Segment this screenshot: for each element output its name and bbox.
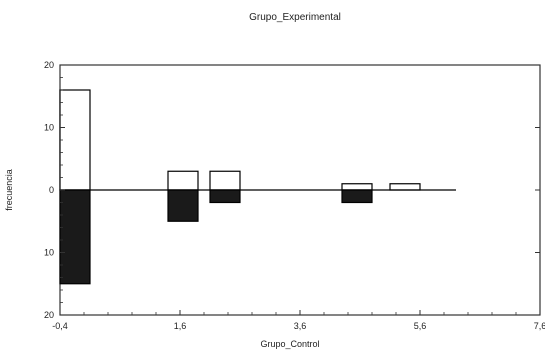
x-axis: -0,4 1,6 3,6 5,6 7,6 bbox=[52, 310, 545, 331]
x-tick-label: 1,6 bbox=[174, 321, 187, 331]
bar-up-2 bbox=[209, 170, 241, 191]
bar-down-1 bbox=[167, 189, 199, 222]
bar-down-2 bbox=[209, 189, 241, 204]
bar-up-0 bbox=[59, 89, 91, 191]
x-tick-label: 5,6 bbox=[414, 321, 427, 331]
chart-title: Grupo_Experimental bbox=[249, 12, 341, 23]
bar-up-4 bbox=[389, 183, 421, 191]
y-axis-title: frecuencia bbox=[4, 169, 14, 211]
x-axis-title: Grupo_Control bbox=[260, 339, 319, 349]
x-tick-label: 3,6 bbox=[294, 321, 307, 331]
y-axis: 20 10 0 10 20 bbox=[44, 60, 540, 320]
y-tick-label: 10 bbox=[44, 248, 54, 258]
bar-down-3 bbox=[341, 189, 373, 204]
y-tick-label: 10 bbox=[44, 123, 54, 133]
y-tick-label: 0 bbox=[49, 185, 54, 195]
y-tick-label: 20 bbox=[44, 60, 54, 70]
bar-down-0 bbox=[59, 189, 91, 285]
bars-layer bbox=[59, 89, 421, 285]
bar-up-1 bbox=[167, 170, 199, 191]
bar-up-3 bbox=[341, 183, 373, 191]
y-tick-label: 20 bbox=[44, 310, 54, 320]
x-tick-label: -0,4 bbox=[52, 321, 68, 331]
x-tick-label: 7,6 bbox=[534, 321, 545, 331]
